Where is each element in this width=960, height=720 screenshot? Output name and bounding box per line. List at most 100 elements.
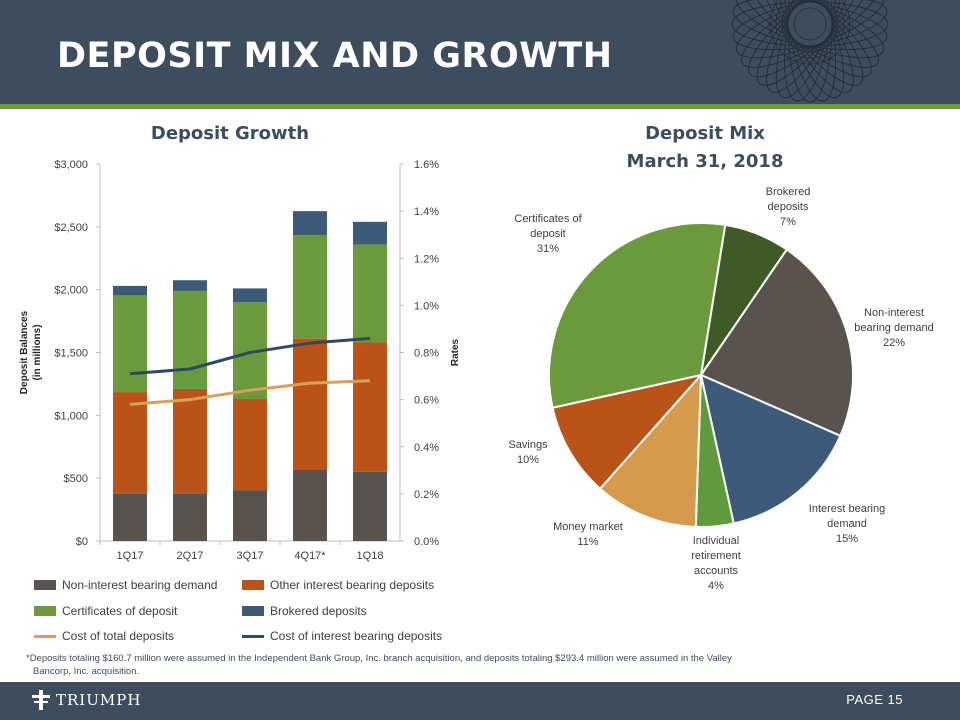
y-axis-title-line-1: Deposit Balances	[19, 310, 30, 394]
pie-label-line: Interest bearing	[809, 503, 885, 515]
pie-label-line: Certificates of	[514, 213, 582, 225]
legend-label: Brokered deposits	[270, 604, 367, 618]
pie-label-line: bearing demand	[854, 322, 934, 334]
bar-certificates	[173, 290, 207, 389]
triumph-logo: TRIUMPH	[32, 690, 141, 710]
pie-label-line: Individual	[693, 535, 739, 547]
ornament-ellipse	[735, 0, 885, 59]
bar-chart-title: Deposit Growth	[150, 123, 310, 144]
bar-other-interest	[173, 388, 207, 494]
slide-footer: TRIUMPH PAGE 15	[0, 682, 960, 720]
y2-tick-label: 0.0%	[414, 536, 439, 548]
pie-label-line: Non-interest	[864, 307, 924, 319]
legend-label: Cost of total deposits	[62, 629, 175, 643]
ornament-ellipse	[741, 0, 879, 68]
y2-tick-label: 1.2%	[414, 253, 439, 265]
legend-item-brokered: Brokered deposits	[242, 604, 367, 618]
legend-item-certificates: Certificates of deposit	[34, 604, 177, 618]
bar-non-interest	[353, 471, 387, 541]
pie-chart-title: Deposit Mix	[645, 123, 765, 144]
ornament-ring	[787, 1, 833, 47]
pie-label-line: 4%	[708, 580, 724, 592]
ornament-ellipse	[735, 0, 885, 59]
bar-certificates	[353, 244, 387, 343]
pie-label-line: 15%	[836, 533, 858, 545]
pie-label-line: 11%	[577, 536, 598, 548]
line-cost-total-deposits	[129, 379, 371, 406]
legend-label: Certificates of deposit	[62, 604, 178, 618]
ornament-ring	[775, 0, 845, 59]
bar-other-interest	[293, 338, 327, 470]
y2-tick-label: 0.6%	[414, 395, 439, 407]
footnote-line-1: *Deposits totaling $160.7 million were a…	[26, 653, 732, 664]
legend-item-cost-interest: Cost of interest bearing deposits	[242, 629, 442, 643]
pie-label-line: accounts	[694, 565, 739, 577]
bar-brokered	[233, 288, 267, 303]
ornament-ellipse	[741, 0, 879, 68]
pie-label-line: 31%	[537, 243, 559, 255]
x-tick-label: 1Q18	[357, 550, 384, 562]
y-tick-label: $500	[64, 473, 88, 485]
y2-tick-label: 1.4%	[414, 206, 439, 218]
y2-tick-label: 0.4%	[414, 442, 439, 454]
slide-header: DEPOSIT MIX AND GROWTH	[0, 0, 960, 104]
ornament-ellipse	[741, 0, 879, 68]
bar-other-interest	[353, 342, 387, 472]
y-tick-label: $3,000	[54, 159, 88, 171]
pie-label: Savings 10%	[508, 439, 548, 466]
legend-label: Non-interest bearing demand	[62, 578, 218, 592]
legend-item-non-interest: Non-interest bearing demand	[34, 578, 217, 592]
legend-swatch	[242, 580, 264, 590]
line-cost-interest-bearing	[129, 336, 371, 376]
pie-label: Money market 11%	[553, 521, 623, 548]
x-tick-label: 2Q17	[177, 550, 204, 562]
legend-item-cost-total: Cost of total deposits	[34, 629, 174, 643]
pie-label-line: demand	[827, 518, 867, 530]
triumph-logo-icon	[32, 690, 50, 710]
ornament-ring	[793, 7, 827, 41]
pie-label-line: Money market	[553, 521, 623, 533]
y-axis-title: Deposit Balances (in millions)	[19, 310, 43, 394]
bar-brokered	[353, 221, 387, 245]
x-tick-label: 4Q17*	[294, 550, 326, 562]
page-title: DEPOSIT MIX AND GROWTH	[57, 36, 613, 76]
ornament-ellipse	[787, 0, 833, 103]
pie-label-line: deposit	[530, 228, 565, 240]
pie-label-line: 22%	[883, 337, 905, 349]
y2-tick-label: 0.8%	[414, 348, 439, 360]
y2-axis-title: Rates	[450, 338, 461, 366]
pie-slice-non-interest	[699, 248, 854, 438]
footnote: *Deposits totaling $160.7 million were a…	[26, 652, 926, 678]
pie-label-line: 10%	[517, 454, 539, 466]
bar-other-interest	[233, 398, 267, 491]
pie-label-line: Savings	[508, 439, 548, 451]
bar-brokered	[293, 211, 327, 236]
deposit-mix-pie-chart: Brokered deposits 7% Non-interest bearing de…	[508, 186, 934, 592]
footnote-line-2: Bancorp, Inc. acquisition.	[33, 666, 140, 677]
pie-label: Brokered deposits 7%	[766, 186, 811, 228]
pie-chart-subtitle: March 31, 2018	[626, 151, 784, 172]
bar-other-interest	[113, 392, 147, 494]
legend-line-swatch	[242, 634, 264, 638]
bar-non-interest	[293, 469, 327, 541]
pie-label-line: Brokered	[766, 186, 811, 198]
y-tick-label: $1,500	[54, 348, 88, 360]
ornament-ellipse	[735, 0, 885, 59]
bar-brokered	[113, 285, 147, 296]
pie-slice-savings	[551, 373, 704, 491]
pie-label: Certificates of deposit 31%	[514, 213, 582, 255]
pie-label: Individual retirement accounts 4%	[691, 535, 741, 592]
pie-slice-money-market	[598, 372, 703, 528]
y-tick-label: $1,000	[54, 410, 88, 422]
ornament-ellipse	[741, 0, 879, 68]
legend-swatch	[242, 606, 264, 616]
header-accent-stripe	[0, 104, 960, 109]
pie-label-line: 7%	[780, 216, 796, 228]
y2-tick-label: 0.2%	[414, 489, 439, 501]
pie-label-line: retirement	[691, 550, 741, 562]
logo-text: TRIUMPH	[56, 691, 142, 709]
ornament-ring	[769, 0, 851, 65]
pie-label: Interest bearing demand 15%	[809, 503, 885, 545]
bar-non-interest	[173, 493, 207, 541]
legend-swatch	[34, 580, 56, 590]
